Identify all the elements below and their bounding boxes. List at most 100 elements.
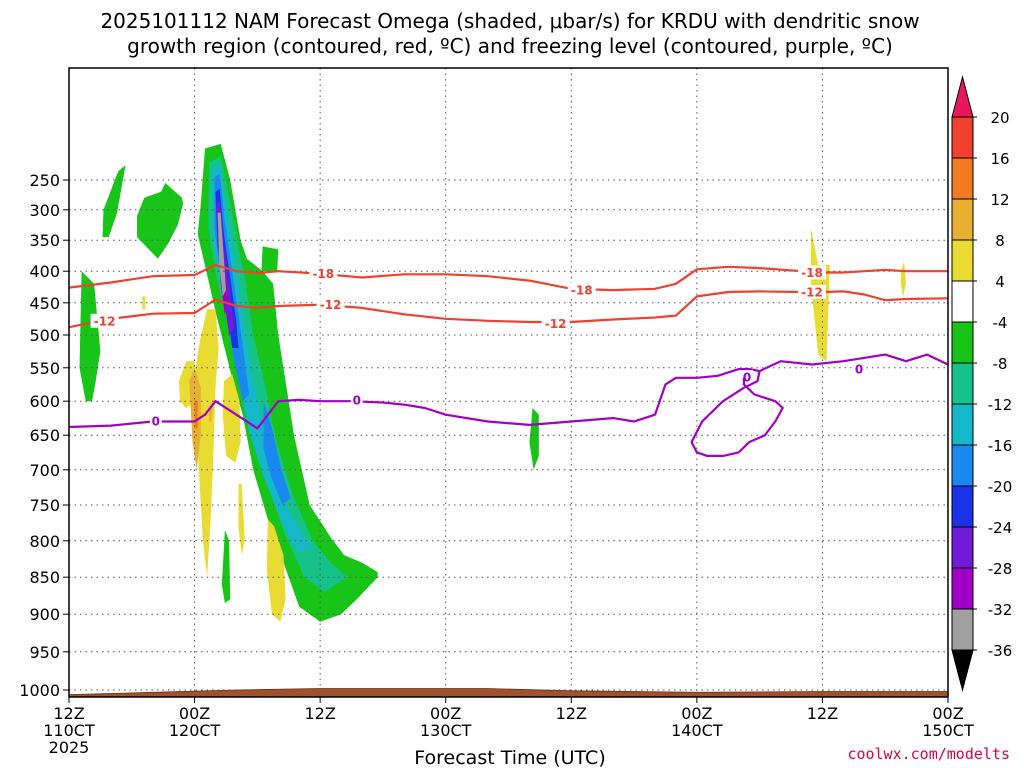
omega-region--8-4: [261, 246, 279, 272]
colorbar-label--20: -20: [988, 478, 1013, 496]
y-tick-label-800: 800: [29, 532, 60, 551]
y-tick-label-600: 600: [29, 392, 60, 411]
y-tick-label-250: 250: [29, 171, 60, 190]
plot-frame: [68, 67, 949, 698]
y-tick-label-300: 300: [29, 201, 60, 220]
colorbar-label--8: -8: [993, 355, 1008, 373]
colorbar-label-8: 8: [995, 232, 1005, 250]
x-tick-label-top-72: 12Z: [807, 704, 838, 723]
x-tick-label-top-0: 12Z: [53, 704, 84, 723]
x-tick-label-bottom-12: 120CT: [169, 721, 221, 740]
contour-label-0-0: 0: [152, 414, 160, 428]
contour-line--18: [68, 263, 948, 292]
omega-region--8-0: [79, 271, 101, 402]
colorbar-bin-2: [951, 157, 974, 200]
colorbar-bin-3: [951, 198, 974, 241]
x-tick-label-top-60: 00Z: [681, 704, 712, 723]
colorbar-bin-8: [951, 403, 974, 446]
contour-line-0b: [690, 370, 784, 457]
colorbar-bin-7: [951, 362, 974, 405]
y-tick-label-900: 900: [29, 605, 60, 624]
colorbar-label-4: 4: [995, 273, 1005, 291]
contour-label-0-3: 0: [855, 363, 863, 377]
omega-region-4-19: [266, 519, 286, 622]
contour-label-0-1: 0: [353, 393, 361, 407]
y-axis: 250 300 350 400 450 500 550 600 650 700 750 800 850 9…: [19, 171, 69, 700]
contour-label-bg--12-0: [90, 313, 119, 328]
colorbar-bottom-arrow: [951, 649, 974, 692]
colorbar-label--24: -24: [988, 519, 1013, 537]
temperature-contours: -18 -18 -18 -12 -12 -12 -12 0 0 0 0: [68, 263, 949, 457]
y-tick-label-450: 450: [29, 294, 60, 313]
contour-label-bg--18-2: [797, 265, 826, 280]
omega-region--8-5: [221, 530, 231, 603]
colorbar-label--16: -16: [988, 437, 1013, 455]
contour-label--18-2: -18: [801, 266, 823, 280]
colorbar-label-20: 20: [990, 109, 1009, 127]
omega-region-8-24: [209, 408, 213, 422]
omega-region-4-20: [142, 296, 146, 310]
colorbar-label--28: -28: [988, 560, 1013, 578]
x-tick-label-bottom-84: 150CT: [922, 721, 974, 740]
colorbar-bin-13: [951, 608, 974, 651]
colorbar-label--32: -32: [988, 601, 1013, 619]
contour-label--12-1: -12: [320, 298, 342, 312]
omega-region--8-2: [137, 183, 184, 259]
contour-label-bg--12-3: [797, 284, 826, 299]
x-tick-label-top-12: 00Z: [179, 704, 210, 723]
y-tick-label-850: 850: [29, 568, 60, 587]
colorbar-bin-11: [951, 526, 974, 569]
colorbar-bin-12: [951, 567, 974, 610]
y-tick-label-550: 550: [29, 359, 60, 378]
omega-region--36-14: [217, 212, 226, 297]
x-tick-label-bottom-36: 130CT: [420, 721, 472, 740]
contour-label--12-0: -12: [94, 314, 116, 328]
y-tick-label-650: 650: [29, 426, 60, 445]
contour-label-bg-0-0: [149, 413, 162, 428]
plot-area: -18 -18 -18 -12 -12 -12 -12 0 0 0 0: [68, 67, 949, 698]
colorbar-label-12: 12: [990, 191, 1009, 209]
chart-title-line2: growth region (contoured, red, ºC) and f…: [127, 34, 893, 58]
x-tick-label-bottom-60: 140CT: [671, 721, 723, 740]
contour-label-bg--18-1: [567, 283, 596, 298]
contour-label-bg-0-1: [350, 392, 363, 407]
omega-region--8-3: [197, 143, 378, 622]
colorbar: 20 16 12 8 4 -4 -8 -12 -16 -20 -24 -28 -32 -36: [951, 75, 1013, 692]
contour-label-bg--18-0: [309, 266, 338, 281]
y-tick-label-950: 950: [29, 643, 60, 662]
omega-region--20-10: [263, 401, 291, 505]
y-tick-label-1000: 1000: [19, 681, 60, 700]
credit-text: coolwx.com/modelts: [847, 745, 1010, 763]
x-tick-label-top-84: 00Z: [932, 704, 963, 723]
omega-shading: [79, 143, 907, 622]
colorbar-bin-9: [951, 444, 974, 487]
omega-region-4-17: [222, 374, 241, 463]
contour-label--18-0: -18: [312, 267, 334, 281]
colorbar-bin-5: [951, 280, 974, 323]
contour-label--18-1: -18: [571, 284, 593, 298]
contour-line-0: [68, 353, 949, 430]
contour-label-bg--12-1: [316, 297, 345, 312]
x-tick-label-year-0: 2025: [49, 738, 90, 757]
contour-label-bg-0-3: [853, 362, 866, 377]
colorbar-bin-4: [951, 239, 974, 282]
colorbar-label--12: -12: [988, 396, 1013, 414]
contour-label--12-2: -12: [545, 317, 567, 331]
omega-region-4-15: [194, 309, 219, 578]
colorbar-top-arrow: [951, 75, 974, 118]
x-tick-label-top-48: 12Z: [556, 704, 587, 723]
y-tick-label-750: 750: [29, 496, 60, 515]
colorbar-label--4: -4: [993, 314, 1008, 332]
x-axis-title: Forecast Time (UTC): [414, 747, 605, 768]
colorbar-bin-6: [951, 321, 974, 364]
colorbar-bin-1: [951, 116, 974, 159]
contour-label-0-2: 0: [743, 371, 751, 385]
colorbar-label--36: -36: [988, 642, 1013, 660]
x-tick-label-top-24: 12Z: [304, 704, 335, 723]
x-tick-label-bottom-0: 110CT: [43, 721, 95, 740]
omega-region-4-18: [238, 483, 245, 556]
y-tick-label-700: 700: [29, 461, 60, 480]
omega-region--8-1: [102, 165, 126, 238]
